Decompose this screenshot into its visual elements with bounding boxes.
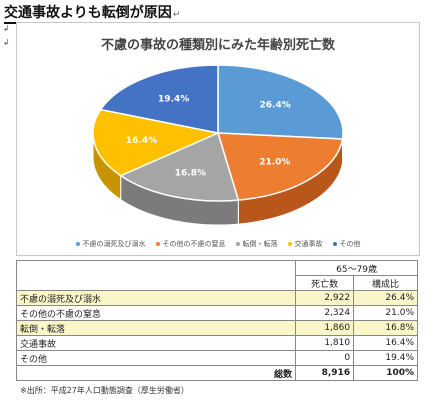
total-label: 総数 bbox=[15, 365, 297, 381]
deaths-column-header: 死亡数 bbox=[295, 275, 355, 291]
legend-swatch bbox=[332, 242, 337, 246]
table-row: その他の不慮の窒息 2,324 21.0% bbox=[15, 305, 418, 321]
row-deaths: 2,922 bbox=[295, 290, 355, 306]
gutter-mark-icon: ↲ bbox=[3, 24, 10, 33]
table-row: 交通事故 1,810 16.4% bbox=[15, 335, 418, 351]
chart-title: 不慮の事故の種類別にみた年齢別死亡数 bbox=[100, 38, 335, 53]
row-deaths: 2,324 bbox=[295, 305, 355, 321]
table-header-row: 65～79歳 bbox=[15, 260, 418, 276]
legend-label: 交通事故 bbox=[294, 240, 323, 248]
table-row: 転倒・転落 1,860 16.8% bbox=[15, 320, 418, 336]
pie-chart: 26.4% 21.0% 16.8% 16.4% 19.4% bbox=[92, 64, 344, 226]
pie-data-label: 16.4% bbox=[126, 136, 157, 146]
total-ratio: 100% bbox=[353, 365, 418, 381]
paragraph-mark-icon: ↵ bbox=[172, 10, 181, 20]
total-deaths: 8,916 bbox=[295, 365, 355, 381]
table-total-row: 総数 8,916 100% bbox=[15, 365, 418, 381]
source-note: ※出所：平成27年人口動態調査（厚生労働省） bbox=[20, 386, 189, 395]
chart-legend: 不慮の溺死及び溺水 その他の不慮の窒息 転倒・転落 交通事故 その他 bbox=[17, 239, 419, 249]
legend-item: 交通事故 bbox=[287, 239, 323, 249]
pie-data-label: 19.4% bbox=[158, 94, 189, 104]
document-title: 交通事故よりも転倒が原因↵ bbox=[4, 2, 181, 24]
pie-slice bbox=[99, 64, 219, 134]
legend-swatch bbox=[155, 242, 160, 246]
pie-data-label: 26.4% bbox=[260, 101, 291, 111]
row-ratio: 26.4% bbox=[353, 290, 418, 306]
document-title-text: 交通事故よりも転倒が原因 bbox=[4, 5, 172, 24]
gutter-mark-icon: ↲ bbox=[3, 38, 10, 47]
pie-data-label: 21.0% bbox=[259, 158, 290, 168]
legend-label: 不慮の溺死及び溺水 bbox=[82, 240, 146, 248]
row-ratio: 21.0% bbox=[353, 305, 418, 321]
legend-label: 転倒・転落 bbox=[242, 240, 278, 248]
row-deaths: 0 bbox=[295, 350, 355, 366]
row-ratio: 16.8% bbox=[353, 320, 418, 336]
legend-swatch bbox=[75, 242, 80, 246]
table-row: 不慮の溺死及び溺水 2,922 26.4% bbox=[15, 290, 418, 306]
pie-slice bbox=[216, 132, 344, 201]
legend-item: 転倒・転落 bbox=[235, 239, 278, 249]
row-label: 不慮の溺死及び溺水 bbox=[15, 290, 297, 306]
chart-frame: 不慮の事故の種類別にみた年齢別死亡数 26.4% 21.0% 16.8% 16.4% 1… bbox=[16, 22, 420, 256]
legend-item: 不慮の溺死及び溺水 bbox=[75, 239, 146, 249]
row-ratio: 16.4% bbox=[353, 335, 418, 351]
pie-data-label: 16.8% bbox=[175, 168, 206, 178]
row-label: その他の不慮の窒息 bbox=[15, 305, 297, 321]
data-table: 65～79歳 死亡数 構成比 不慮の溺死及び溺水 2,922 26.4% その他の不慮… bbox=[15, 260, 418, 381]
age-group-header: 65～79歳 bbox=[295, 260, 418, 276]
row-label: その他 bbox=[15, 350, 297, 366]
table-row: その他 0 19.4% bbox=[15, 350, 418, 366]
pie-slice bbox=[92, 108, 221, 177]
legend-swatch bbox=[287, 242, 292, 246]
legend-swatch bbox=[235, 242, 240, 246]
legend-item: その他の不慮の窒息 bbox=[155, 239, 226, 249]
row-deaths: 1,810 bbox=[295, 335, 355, 351]
row-label: 転倒・転落 bbox=[15, 320, 297, 336]
table-corner-cell bbox=[15, 260, 297, 276]
legend-label: その他 bbox=[339, 240, 361, 248]
legend-label: その他の不慮の窒息 bbox=[162, 240, 226, 248]
ratio-column-header: 構成比 bbox=[353, 275, 418, 291]
table-subheader-row: 死亡数 構成比 bbox=[15, 275, 418, 291]
pie-slice bbox=[119, 131, 240, 202]
row-label: 交通事故 bbox=[15, 335, 297, 351]
row-deaths: 1,860 bbox=[295, 320, 355, 336]
pie-slice bbox=[217, 64, 344, 140]
data-table-wrap: 65～79歳 死亡数 構成比 不慮の溺死及び溺水 2,922 26.4% その他の不慮… bbox=[15, 260, 418, 381]
legend-item: その他 bbox=[332, 239, 361, 249]
table-corner-cell bbox=[15, 275, 297, 291]
row-ratio: 19.4% bbox=[353, 350, 418, 366]
